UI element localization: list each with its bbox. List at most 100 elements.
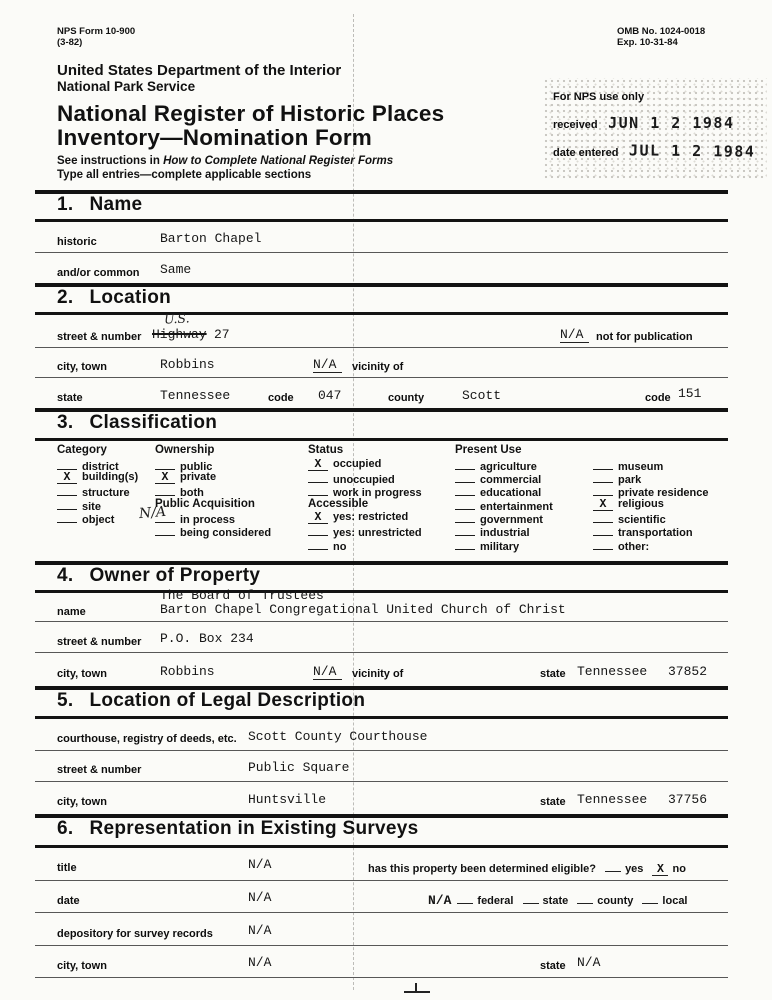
federal-na-value: N/A [428, 893, 452, 908]
survey-level-row: N/A federal state county local [428, 893, 688, 908]
checkbox-yes-unrestricted: yes: unrestricted [308, 524, 422, 539]
county-code-label: code [645, 392, 671, 404]
section3-heading-rule [35, 438, 728, 441]
vicinity-na: N/A [313, 357, 343, 373]
section1-heading: 1. Name [57, 194, 143, 215]
section1-top-bar [35, 190, 728, 194]
survey-date-label: date [57, 895, 80, 907]
street-struck-word: Highway [152, 327, 207, 342]
eligible-question-row: has this property been determined eligib… [368, 861, 686, 876]
eligible-question: has this property been determined eligib… [368, 863, 596, 875]
depository-label: depository for survey records [57, 928, 213, 940]
owner-name-label: name [57, 606, 86, 618]
section2-top-bar [35, 283, 728, 287]
checkbox-public: public [155, 458, 212, 473]
local-word-label: local [662, 895, 688, 907]
checkbox-commercial: commercial [455, 471, 541, 486]
form-number: NPS Form 10-900 [57, 26, 136, 37]
historic-value: Barton Chapel [160, 231, 262, 246]
section5-top-bar [35, 686, 728, 690]
owner-state-label: state [540, 668, 566, 680]
checkbox-no: no [308, 538, 346, 553]
rule [35, 880, 728, 881]
owner-zip-value: 37852 [668, 664, 708, 679]
checkbox-both: both [155, 484, 204, 499]
county-word-label: county [597, 895, 634, 907]
checkbox-object: object [57, 511, 114, 526]
owner-name-line1: The Board of Trustees [160, 588, 324, 603]
state-value: Tennessee [160, 388, 231, 403]
no-checkbox: X [652, 864, 669, 876]
checkbox-industrial: industrial [455, 524, 530, 539]
checkbox-being-considered: being considered [155, 524, 271, 539]
survey-title-value: N/A [248, 857, 272, 872]
checkbox-district: district [57, 458, 119, 473]
city-town-value: Robbins [160, 357, 215, 372]
legal-city-value: Huntsville [248, 792, 327, 807]
received-label: received [553, 119, 598, 131]
received-date-stamp: JUN 1 2 1984 [608, 114, 735, 132]
instructions-line1: See instructions in How to Complete Nati… [57, 155, 394, 167]
survey-state-value: N/A [577, 955, 601, 970]
state-label: state [57, 392, 83, 404]
checkbox-other: other: [593, 538, 649, 553]
courthouse-label: courthouse, registry of deeds, etc. [57, 733, 237, 745]
checkbox-transportation: transportation [593, 524, 693, 539]
form-title-line1: National Register of Historic Places [57, 101, 445, 126]
county-checkbox [577, 893, 594, 904]
section6-heading-rule [35, 845, 728, 848]
legal-zip-value: 37756 [668, 792, 708, 807]
county-value: Scott [462, 388, 502, 403]
vicinity-label: vicinity of [352, 361, 404, 373]
not-for-publication-na: N/A [560, 327, 590, 343]
survey-title-label: title [57, 862, 77, 874]
city-town-label: city, town [57, 361, 107, 373]
survey-city-label: city, town [57, 960, 107, 972]
rule [35, 945, 728, 946]
rule [35, 977, 728, 978]
accessible-header: Accessible [308, 498, 369, 510]
present-use-header: Present Use [455, 444, 522, 456]
rule [35, 652, 728, 653]
section5-heading-rule [35, 716, 728, 719]
survey-city-value: N/A [248, 955, 272, 970]
historic-label: historic [57, 236, 97, 248]
checkbox-agriculture: agriculture [455, 458, 537, 473]
omb-expiry: Exp. 10-31-84 [617, 37, 678, 48]
local-checkbox [642, 893, 659, 904]
section2-heading-rule [35, 312, 728, 315]
ownership-header: Ownership [155, 444, 215, 456]
legal-street-label: street & number [57, 764, 142, 776]
county-label: county [388, 392, 425, 404]
date-entered-label: date entered [553, 147, 619, 159]
owner-city-label: city, town [57, 668, 107, 680]
federal-checkbox [457, 893, 474, 904]
owner-name-line2: Barton Chapel Congregational United Chur… [160, 602, 566, 617]
rule [35, 252, 728, 253]
state-code-value: 047 [318, 388, 342, 403]
handwritten-us-correction: U.S. [163, 310, 190, 327]
survey-state-label: state [540, 960, 566, 972]
rule [35, 781, 728, 782]
form-title-line2: Inventory—Nomination Form [57, 125, 373, 150]
no-label: no [672, 863, 686, 875]
checkbox-park: park [593, 471, 641, 486]
checkbox-unoccupied: unoccupied [308, 471, 395, 486]
checkbox-military: military [455, 538, 519, 553]
section6-top-bar [35, 814, 728, 818]
courthouse-value: Scott County Courthouse [248, 729, 428, 744]
checkbox-work-in-progress: work in progress [308, 484, 422, 499]
street-number-label: street & number [57, 331, 142, 343]
nps-use-only-label: For NPS use only [553, 91, 645, 103]
county-code-value: 151 [678, 386, 702, 401]
section3-top-bar [35, 408, 728, 412]
section5-heading: 5. Location of Legal Description [57, 690, 366, 711]
yes-label: yes [625, 863, 644, 875]
checkbox-private-residence: private residence [593, 484, 709, 499]
entered-date-stamp: JUL 1 2 1984 [628, 141, 756, 161]
legal-city-label: city, town [57, 796, 107, 808]
department-title: United States Department of the Interior [57, 62, 342, 79]
